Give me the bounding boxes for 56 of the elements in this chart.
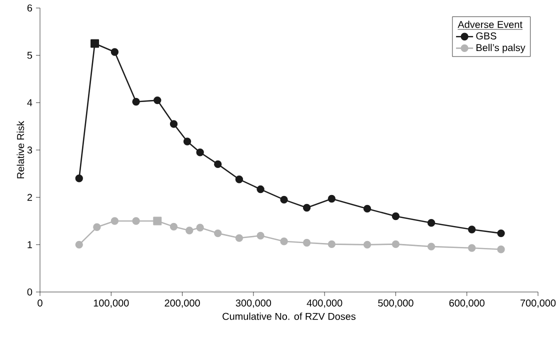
point (468, 244, 476, 252)
x-tick-label: 0 (38, 300, 42, 307)
point (170, 120, 178, 128)
y-tick-label: 2 (27, 194, 32, 201)
point (196, 148, 204, 156)
point (196, 224, 204, 232)
point (256, 185, 264, 194)
x-tick-label: 600,000 (449, 300, 484, 308)
point (328, 194, 336, 203)
point (93, 223, 101, 231)
point (214, 229, 222, 238)
x-tick-label: 100,000 (94, 300, 129, 308)
point (427, 219, 436, 227)
point (235, 176, 244, 184)
point (110, 217, 119, 225)
point (170, 222, 178, 231)
point (392, 240, 400, 248)
point (328, 240, 336, 248)
point (235, 234, 244, 242)
y-tick-label: 1 (28, 241, 32, 248)
x-axis-title: Cumulative No. of RZV Doses (222, 312, 356, 320)
x-tick-label: 300,000 (236, 300, 272, 308)
point (132, 98, 140, 106)
point (75, 174, 83, 182)
point (183, 138, 192, 146)
point (363, 240, 372, 249)
x-tick-label: 500,000 (378, 300, 414, 308)
y-tick-label: 0 (27, 288, 32, 296)
point (280, 196, 288, 204)
point (132, 217, 140, 225)
x-tick-label: 700,000 (520, 300, 556, 308)
point (110, 48, 119, 56)
point (280, 238, 288, 246)
point (214, 160, 222, 168)
point (497, 229, 505, 238)
point (302, 204, 311, 212)
point (256, 232, 264, 240)
y-tick-label: 4 (27, 99, 32, 106)
point (186, 226, 194, 234)
point (75, 240, 83, 249)
x-tick-label: 400,000 (306, 300, 342, 308)
point (363, 204, 372, 213)
legend-title: Adverse Event (458, 20, 522, 28)
point (427, 242, 436, 250)
point (302, 238, 311, 247)
point (497, 246, 505, 254)
point (468, 226, 476, 234)
point (154, 96, 162, 104)
y-tick-label: 3 (27, 146, 32, 154)
legend-label: GBS (476, 32, 496, 40)
point (392, 212, 400, 220)
y-axis-title: Relative Risk (16, 120, 24, 178)
x-tick-label: 200,000 (164, 300, 200, 308)
legend-label: Bell’s palsy (476, 44, 526, 54)
y-tick-label: 5 (27, 52, 32, 59)
y-tick-label: 6 (27, 4, 32, 12)
